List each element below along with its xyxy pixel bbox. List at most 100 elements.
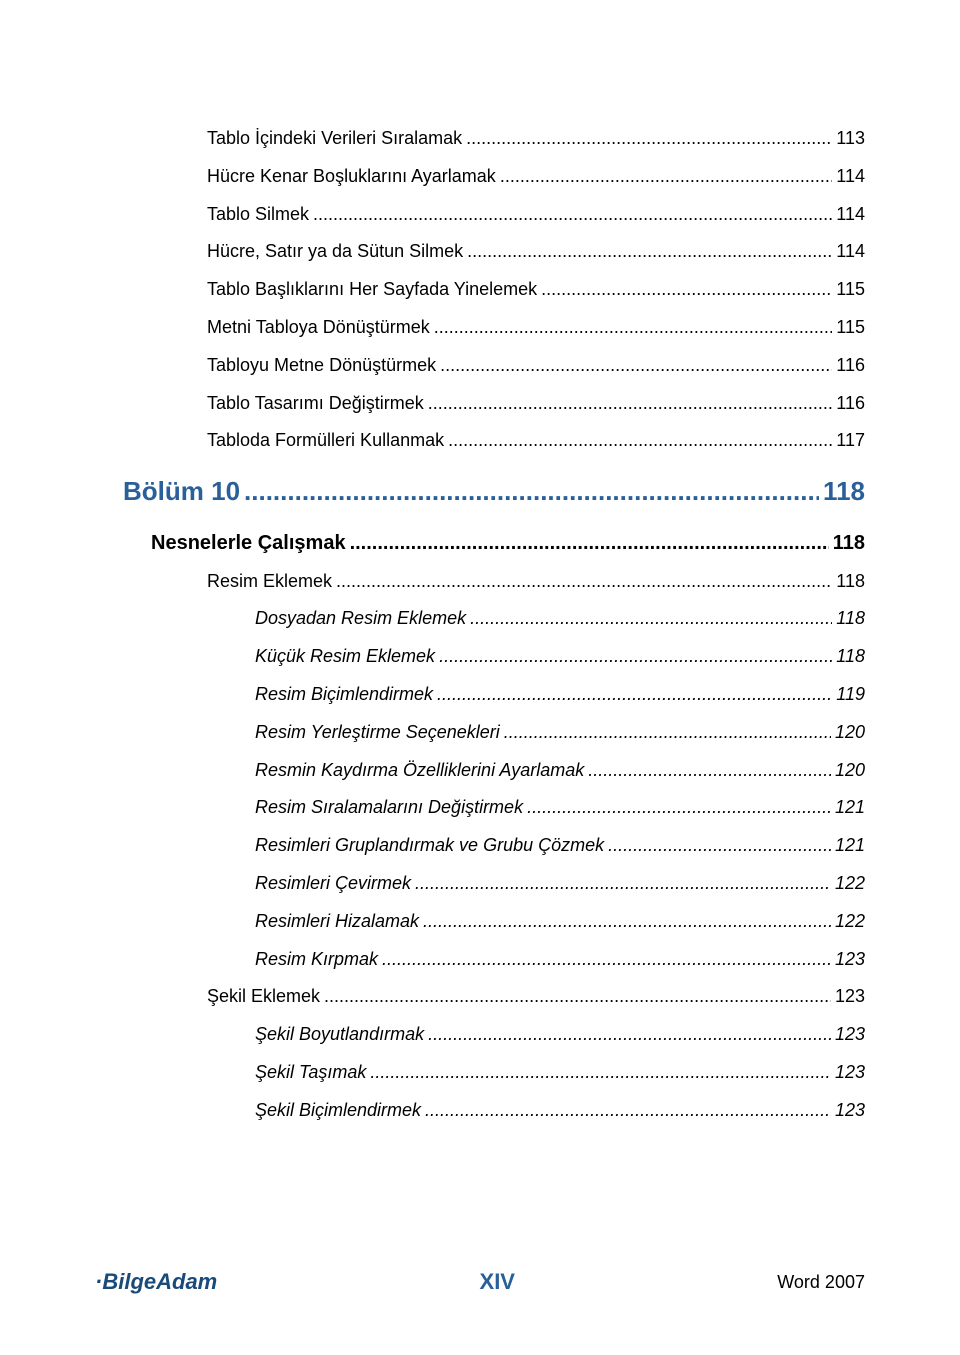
toc-entry-page: 117 [836,422,865,460]
toc-entry-label: Resimleri Çevirmek [255,865,411,903]
toc-entry-label: Resim Eklemek [207,563,332,601]
toc-entry: Tabloda Formülleri Kullanmak............… [95,422,865,460]
toc-entry-page: 120 [835,714,865,752]
toc-entry-label: Hücre Kenar Boşluklarını Ayarlamak [207,158,496,196]
product-name: Word 2007 [777,1272,865,1293]
table-of-contents: Tablo İçindeki Verileri Sıralamak.......… [95,120,865,1130]
toc-entry: Tabloyu Metne Dönüştürmek...............… [95,347,865,385]
toc-dot-leader: ........................................… [466,120,832,158]
toc-entry-page: 123 [835,1092,865,1130]
toc-entry-page: 114 [836,158,865,196]
logo-text-1: Bilge [102,1269,156,1294]
toc-entry-label: Resimleri Hizalamak [255,903,419,941]
toc-entry-page: 122 [835,865,865,903]
page-footer: ·BilgeAdam XIV Word 2007 [95,1269,865,1295]
toc-entry: Resimleri Gruplandırmak ve Grubu Çözmek.… [95,827,865,865]
toc-entry-label: Resmin Kaydırma Özelliklerini Ayarlamak [255,752,584,790]
toc-entry: Hücre, Satır ya da Sütun Silmek.........… [95,233,865,271]
logo: ·BilgeAdam [95,1269,217,1295]
toc-entry-page: 119 [836,676,865,714]
toc-dot-leader: ........................................… [313,196,832,234]
toc-entry: Metni Tabloya Dönüştürmek...............… [95,309,865,347]
toc-entry-page: 118 [836,600,865,638]
toc-entry: Tablo Tasarımı Değiştirmek..............… [95,385,865,423]
toc-dot-leader: ........................................… [467,233,832,271]
toc-entry-label: Şekil Taşımak [255,1054,366,1092]
toc-entry: Resimleri Hizalamak.....................… [95,903,865,941]
toc-entry: Tablo Başlıklarını Her Sayfada Yinelemek… [95,271,865,309]
toc-entry-page: 116 [836,385,865,423]
toc-entry: Şekil Boyutlandırmak....................… [95,1016,865,1054]
toc-dot-leader: ........................................… [608,827,831,865]
toc-entry-label: Şekil Biçimlendirmek [255,1092,421,1130]
toc-entry-label: Resim Biçimlendirmek [255,676,433,714]
toc-entry: Resimleri Çevirmek......................… [95,865,865,903]
toc-dot-leader: ........................................… [382,941,831,979]
toc-entry: Nesnelerle Çalışmak.....................… [95,523,865,563]
toc-entry: Hücre Kenar Boşluklarını Ayarlamak......… [95,158,865,196]
toc-entry-label: Bölüm 10 [123,460,240,522]
toc-entry-label: Tabloyu Metne Dönüştürmek [207,347,436,385]
toc-entry-label: Küçük Resim Eklemek [255,638,435,676]
toc-entry-label: Şekil Boyutlandırmak [255,1016,424,1054]
toc-entry-page: 123 [835,1016,865,1054]
toc-dot-leader: ........................................… [541,271,832,309]
page-number: XIV [480,1269,515,1295]
toc-dot-leader: ........................................… [428,385,833,423]
toc-entry: Resim Sıralamalarını Değiştirmek........… [95,789,865,827]
toc-dot-leader: ........................................… [500,158,832,196]
toc-entry-label: Metni Tabloya Dönüştürmek [207,309,430,347]
toc-dot-leader: ........................................… [350,523,829,563]
toc-entry-page: 121 [835,827,865,865]
toc-dot-leader: ........................................… [439,638,832,676]
toc-dot-leader: ........................................… [470,600,832,638]
toc-entry: Tablo Silmek............................… [95,196,865,234]
toc-entry-label: Hücre, Satır ya da Sütun Silmek [207,233,463,271]
toc-entry: Resmin Kaydırma Özelliklerini Ayarlamak.… [95,752,865,790]
toc-entry-label: Şekil Eklemek [207,978,320,1016]
toc-entry-label: Resim Yerleştirme Seçenekleri [255,714,500,752]
toc-entry-label: Resim Kırpmak [255,941,378,979]
toc-entry: Tablo İçindeki Verileri Sıralamak.......… [95,120,865,158]
toc-entry: Resim Yerleştirme Seçenekleri...........… [95,714,865,752]
toc-entry-page: 118 [833,523,865,563]
toc-entry-page: 123 [835,978,865,1016]
toc-entry-page: 114 [836,233,865,271]
toc-entry-page: 116 [836,347,865,385]
toc-entry-page: 115 [836,309,865,347]
toc-dot-leader: ........................................… [527,789,831,827]
toc-entry: Şekil Eklemek...........................… [95,978,865,1016]
toc-entry: Resim Kırpmak...........................… [95,941,865,979]
toc-dot-leader: ........................................… [415,865,831,903]
toc-entry-label: Resim Sıralamalarını Değiştirmek [255,789,523,827]
toc-dot-leader: ........................................… [437,676,832,714]
toc-dot-leader: ........................................… [428,1016,831,1054]
toc-entry: Bölüm 10................................… [95,460,865,522]
toc-dot-leader: ........................................… [504,714,831,752]
toc-entry-page: 113 [836,120,865,158]
toc-entry-label: Tablo Başlıklarını Her Sayfada Yinelemek [207,271,537,309]
toc-entry-label: Tablo Tasarımı Değiştirmek [207,385,424,423]
toc-entry-page: 118 [836,638,865,676]
toc-entry: Dosyadan Resim Eklemek..................… [95,600,865,638]
toc-entry-label: Nesnelerle Çalışmak [151,523,346,563]
toc-entry-page: 114 [836,196,865,234]
toc-entry: Şekil Taşımak...........................… [95,1054,865,1092]
toc-entry-page: 115 [836,271,865,309]
toc-dot-leader: ........................................… [336,563,832,601]
toc-entry-label: Tablo İçindeki Verileri Sıralamak [207,120,462,158]
toc-dot-leader: ........................................… [425,1092,831,1130]
toc-entry-label: Tabloda Formülleri Kullanmak [207,422,444,460]
toc-dot-leader: ........................................… [244,460,819,522]
toc-entry: Şekil Biçimlendirmek....................… [95,1092,865,1130]
logo-text-2: Adam [156,1269,217,1294]
toc-entry: Resim Biçimlendirmek....................… [95,676,865,714]
toc-entry: Küçük Resim Eklemek.....................… [95,638,865,676]
toc-entry-page: 121 [835,789,865,827]
toc-entry: Resim Eklemek...........................… [95,563,865,601]
toc-entry-page: 123 [835,941,865,979]
toc-entry-page: 122 [835,903,865,941]
toc-entry-page: 120 [835,752,865,790]
toc-dot-leader: ........................................… [440,347,832,385]
toc-dot-leader: ........................................… [423,903,831,941]
